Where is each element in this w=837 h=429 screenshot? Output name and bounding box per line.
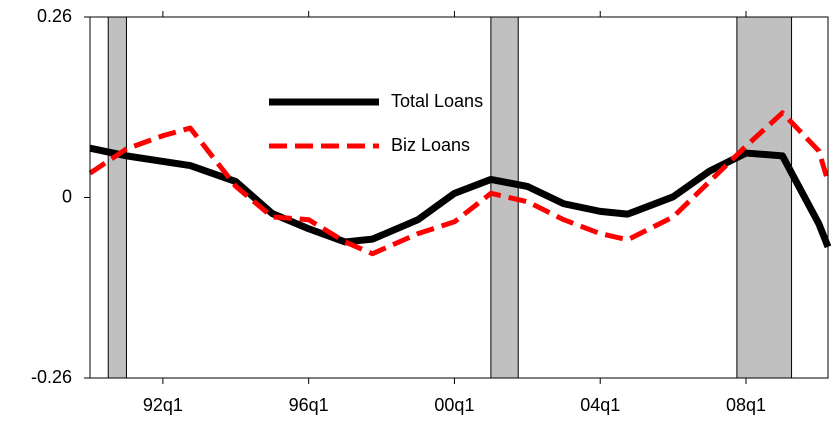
series-line — [88, 110, 831, 257]
plot-frame — [89, 16, 829, 379]
x-tick-label: 04q1 — [580, 395, 620, 415]
x-tick-label: 00q1 — [434, 395, 474, 415]
y-tick-label: 0.26 — [37, 6, 72, 26]
x-tick-label: 92q1 — [143, 395, 183, 415]
series-line — [89, 144, 832, 249]
legend-label: Total Loans — [391, 91, 483, 111]
x-tick-label: 08q1 — [726, 395, 766, 415]
legend-label: Biz Loans — [391, 135, 470, 155]
x-tick-label: 96q1 — [289, 395, 329, 415]
y-tick-label: -0.26 — [31, 367, 72, 387]
y-tick-label: 0 — [62, 186, 72, 206]
shaded-region — [736, 16, 793, 379]
shaded-region — [107, 16, 127, 379]
